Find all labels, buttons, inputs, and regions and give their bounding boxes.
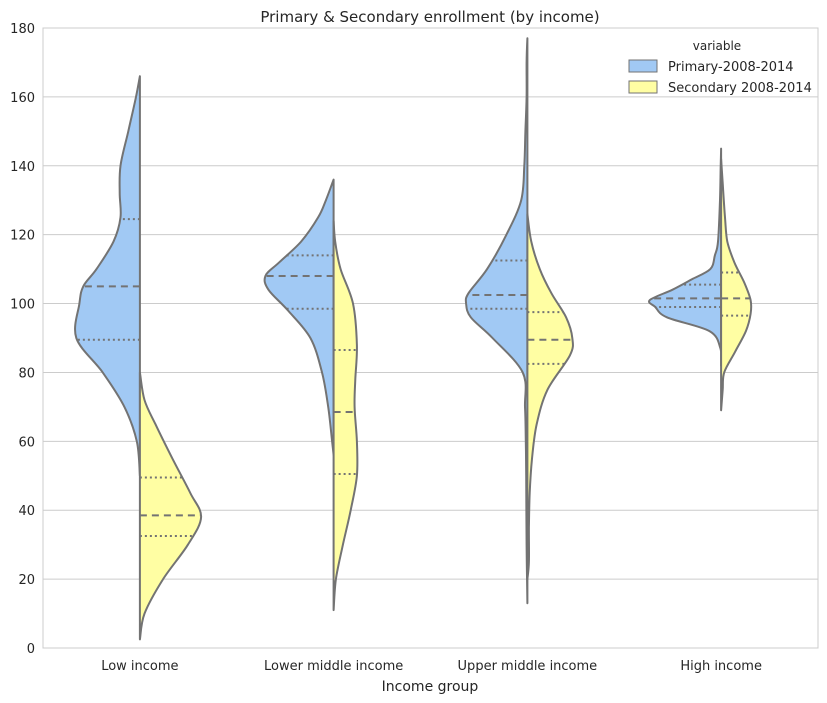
y-tick-label: 60 bbox=[18, 435, 35, 450]
violin-secondary-2 bbox=[332, 219, 359, 612]
violin-body bbox=[332, 219, 359, 612]
violin-body bbox=[138, 371, 203, 641]
y-tick-label: 180 bbox=[10, 22, 35, 37]
x-tick-label: Upper middle income bbox=[458, 659, 598, 674]
y-tick-label: 120 bbox=[10, 229, 35, 244]
y-tick-label: 160 bbox=[10, 91, 35, 106]
y-tick-label: 40 bbox=[18, 504, 35, 519]
violin-secondary-3 bbox=[526, 213, 574, 581]
legend-title: variable bbox=[693, 39, 741, 53]
y-tick-label: 80 bbox=[18, 366, 35, 381]
x-tick-label: Lower middle income bbox=[264, 659, 403, 674]
x-tick-label: Low income bbox=[101, 659, 178, 674]
chart-title: Primary & Secondary enrollment (by incom… bbox=[260, 8, 599, 26]
violin-body bbox=[720, 157, 753, 412]
x-axis-title: Income group bbox=[382, 679, 479, 695]
x-axis-ticks: Low income Lower middle income Upper middl… bbox=[101, 659, 762, 674]
y-tick-label: 140 bbox=[10, 160, 35, 175]
violin-primary-4 bbox=[648, 147, 723, 367]
legend-swatch bbox=[628, 59, 658, 73]
x-tick-label: High income bbox=[680, 659, 762, 674]
violin-body bbox=[263, 178, 335, 457]
violin-body bbox=[648, 147, 723, 367]
y-tick-label: 0 bbox=[27, 642, 35, 657]
plot-frame bbox=[42, 27, 819, 649]
legend-label: Secondary 2008-2014 bbox=[668, 81, 812, 96]
y-tick-label: 20 bbox=[18, 573, 35, 588]
violins bbox=[74, 37, 753, 641]
violin-primary-2 bbox=[263, 178, 335, 457]
violin-body bbox=[74, 75, 141, 477]
y-axis-ticks: 0 20 40 60 80 100 120 140 160 180 bbox=[10, 22, 35, 657]
violin-body bbox=[464, 37, 529, 605]
violin-secondary-1 bbox=[138, 371, 203, 641]
legend: variable Primary-2008-2014 Secondary 2008… bbox=[628, 39, 812, 96]
legend-label: Primary-2008-2014 bbox=[668, 60, 794, 75]
violin-secondary-4 bbox=[720, 157, 753, 412]
violin-body bbox=[526, 213, 574, 581]
y-tick-label: 100 bbox=[10, 298, 35, 313]
violin-primary-3 bbox=[464, 37, 529, 605]
violin-primary-1 bbox=[74, 75, 141, 477]
legend-swatch bbox=[628, 80, 658, 94]
